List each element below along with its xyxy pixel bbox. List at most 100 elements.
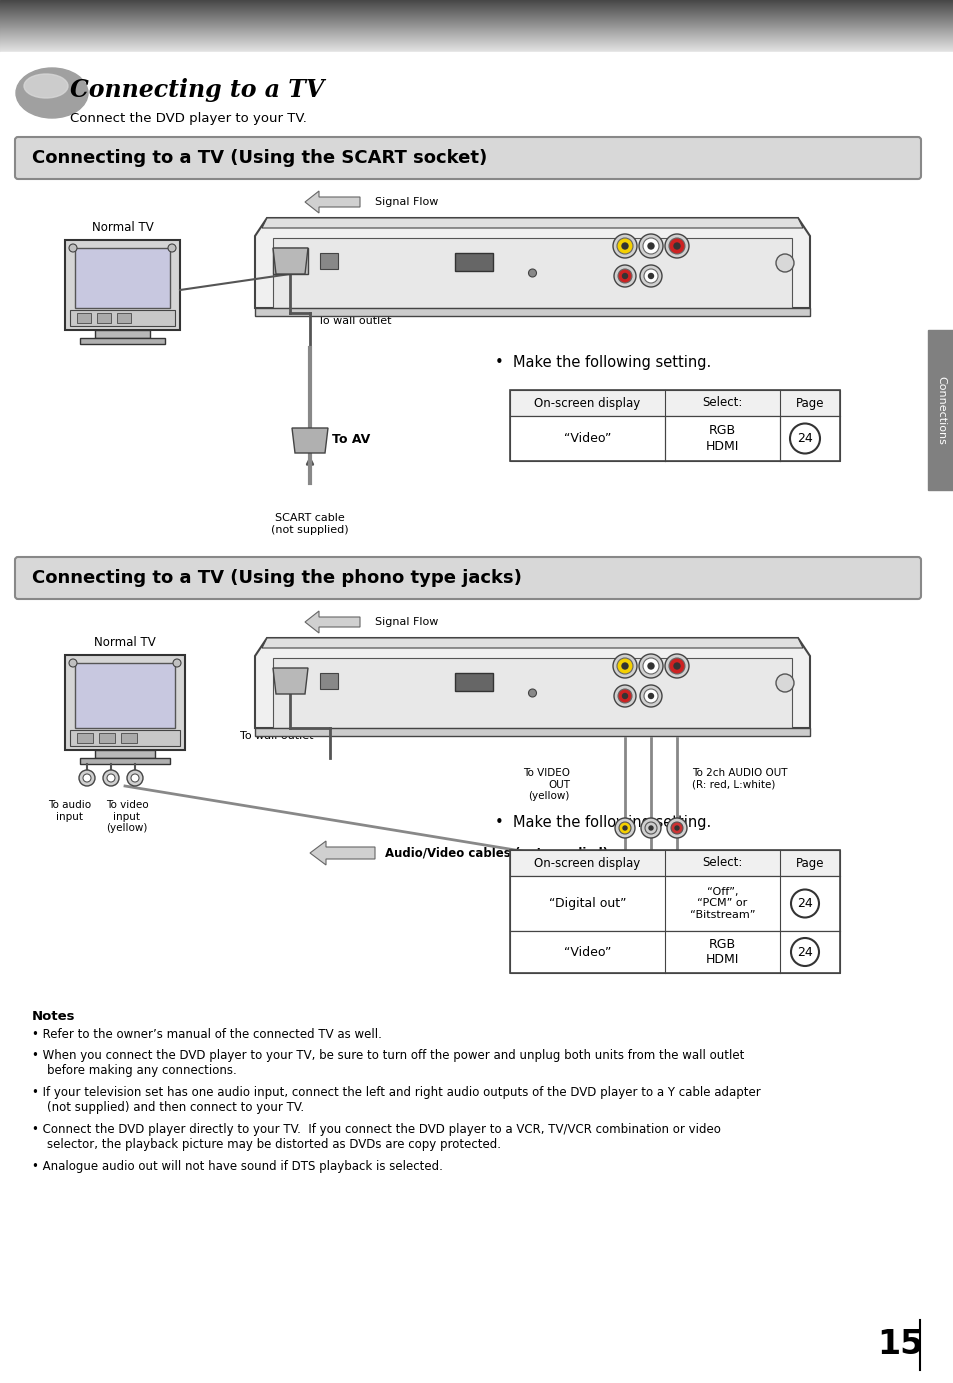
Bar xyxy=(273,248,308,274)
Circle shape xyxy=(640,817,660,838)
Circle shape xyxy=(642,658,659,674)
Bar xyxy=(70,730,180,745)
Circle shape xyxy=(131,774,139,781)
Bar xyxy=(927,331,953,490)
Text: Audio/Video cables (not supplied): Audio/Video cables (not supplied) xyxy=(385,846,607,859)
Text: “Off”,
“PCM” or
“Bitstream”: “Off”, “PCM” or “Bitstream” xyxy=(689,887,755,920)
Circle shape xyxy=(622,693,627,698)
Text: • When you connect the DVD player to your TV, be sure to turn off the power and : • When you connect the DVD player to you… xyxy=(32,1048,743,1077)
Bar xyxy=(273,238,791,308)
Bar xyxy=(121,733,137,743)
Circle shape xyxy=(621,243,627,249)
Bar xyxy=(510,390,840,416)
Bar xyxy=(80,337,165,344)
Text: Normal TV: Normal TV xyxy=(91,221,153,234)
Text: 15: 15 xyxy=(876,1329,923,1361)
Polygon shape xyxy=(254,638,809,727)
Bar xyxy=(510,931,840,974)
Text: •  Make the following setting.: • Make the following setting. xyxy=(495,815,711,830)
Bar xyxy=(95,750,154,758)
Bar xyxy=(65,241,180,331)
Circle shape xyxy=(69,660,77,667)
Text: • If your television set has one audio input, connect the left and right audio o: • If your television set has one audio i… xyxy=(32,1086,760,1113)
Circle shape xyxy=(639,685,661,707)
Circle shape xyxy=(107,774,115,781)
Text: RGB
HDMI: RGB HDMI xyxy=(705,938,739,965)
Polygon shape xyxy=(305,611,359,633)
Bar xyxy=(510,390,840,461)
Polygon shape xyxy=(305,191,359,213)
Text: Connect the DVD player to your TV.: Connect the DVD player to your TV. xyxy=(70,112,307,124)
Circle shape xyxy=(168,243,175,252)
Text: 24: 24 xyxy=(797,431,812,445)
Bar xyxy=(510,851,840,974)
Text: Notes: Notes xyxy=(32,1010,75,1023)
Text: To wall outlet: To wall outlet xyxy=(317,315,391,326)
Circle shape xyxy=(617,658,633,674)
Bar xyxy=(117,313,131,324)
Text: Connecting to a TV (Using the SCART socket): Connecting to a TV (Using the SCART sock… xyxy=(32,149,487,167)
Circle shape xyxy=(668,658,684,674)
Circle shape xyxy=(618,822,630,834)
Polygon shape xyxy=(262,638,802,649)
Bar xyxy=(455,674,493,692)
Circle shape xyxy=(775,674,793,692)
Polygon shape xyxy=(273,248,308,274)
Circle shape xyxy=(127,770,143,786)
Bar xyxy=(319,674,337,689)
Circle shape xyxy=(613,654,637,678)
Bar xyxy=(254,727,809,736)
Circle shape xyxy=(673,662,679,669)
Bar xyxy=(510,875,840,931)
Bar xyxy=(254,308,809,315)
Text: Signal Flow: Signal Flow xyxy=(375,196,438,207)
Circle shape xyxy=(648,693,653,698)
Text: Signal Flow: Signal Flow xyxy=(375,617,438,626)
Polygon shape xyxy=(310,841,375,864)
Circle shape xyxy=(622,826,626,830)
Bar xyxy=(75,662,174,727)
Circle shape xyxy=(643,689,658,703)
Bar xyxy=(95,331,150,337)
Circle shape xyxy=(644,822,657,834)
Bar xyxy=(80,758,170,763)
Circle shape xyxy=(664,654,688,678)
Text: Page: Page xyxy=(795,856,823,870)
Text: To video
input
(yellow): To video input (yellow) xyxy=(106,799,148,833)
Circle shape xyxy=(639,654,662,678)
Text: RGB
HDMI: RGB HDMI xyxy=(705,425,739,452)
Text: To 2ch AUDIO OUT
(R: red, L:white): To 2ch AUDIO OUT (R: red, L:white) xyxy=(691,768,786,790)
Polygon shape xyxy=(262,219,802,228)
Text: 24: 24 xyxy=(797,898,812,910)
Text: SCART cable
(not supplied): SCART cable (not supplied) xyxy=(271,513,349,535)
Bar xyxy=(77,733,92,743)
Text: Select:: Select: xyxy=(701,856,741,870)
Text: Connections: Connections xyxy=(935,376,945,444)
Circle shape xyxy=(639,234,662,259)
Ellipse shape xyxy=(24,75,68,98)
FancyBboxPatch shape xyxy=(15,557,920,599)
Bar xyxy=(510,851,840,875)
Text: To audio
input: To audio input xyxy=(49,799,91,822)
Text: • Refer to the owner’s manual of the connected TV as well.: • Refer to the owner’s manual of the con… xyxy=(32,1028,381,1041)
Text: Select:: Select: xyxy=(701,397,741,409)
Circle shape xyxy=(621,662,627,669)
Bar xyxy=(510,416,840,461)
Polygon shape xyxy=(273,668,308,694)
Circle shape xyxy=(666,817,686,838)
Text: To wall outlet: To wall outlet xyxy=(240,732,314,741)
Circle shape xyxy=(675,826,679,830)
Circle shape xyxy=(615,817,635,838)
Bar xyxy=(75,248,170,308)
Text: To VIDEO
OUT
(yellow): To VIDEO OUT (yellow) xyxy=(522,768,569,801)
Ellipse shape xyxy=(16,68,88,118)
Circle shape xyxy=(617,238,633,254)
Circle shape xyxy=(673,243,679,249)
Bar xyxy=(70,310,174,326)
Circle shape xyxy=(79,770,95,786)
Circle shape xyxy=(528,270,536,277)
Circle shape xyxy=(664,234,688,259)
Circle shape xyxy=(614,266,636,288)
Text: On-screen display: On-screen display xyxy=(534,397,640,409)
Text: •  Make the following setting.: • Make the following setting. xyxy=(495,355,711,371)
